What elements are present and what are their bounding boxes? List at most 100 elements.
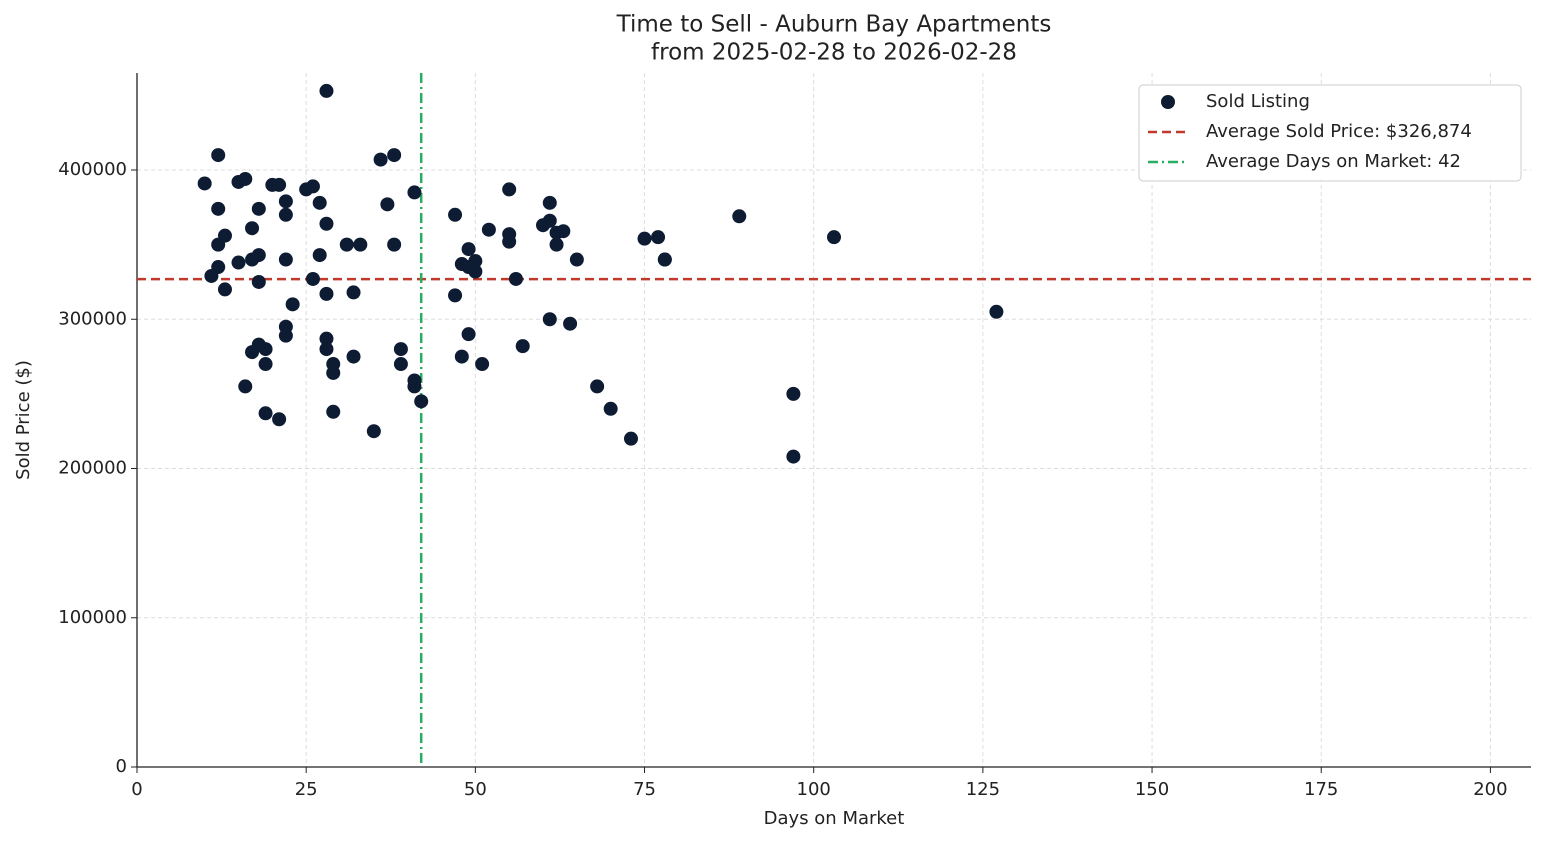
point — [251, 274, 266, 289]
point — [637, 231, 652, 246]
point — [251, 201, 266, 216]
point — [272, 177, 287, 192]
point — [556, 224, 571, 239]
point — [414, 394, 429, 409]
point — [373, 152, 388, 167]
point — [238, 171, 253, 186]
point — [217, 282, 232, 297]
legend-label: Average Days on Market: 42 — [1206, 151, 1461, 172]
point — [393, 342, 408, 357]
point — [448, 207, 463, 222]
point — [393, 357, 408, 372]
y-tick-label: 300000 — [58, 308, 127, 329]
x-tick-label: 125 — [966, 779, 1000, 800]
point — [211, 148, 226, 163]
point — [326, 357, 341, 372]
point — [786, 386, 801, 401]
x-tick-label: 0 — [131, 779, 142, 800]
x-tick-label: 200 — [1473, 779, 1507, 800]
point — [989, 304, 1004, 319]
point — [387, 148, 402, 163]
point — [590, 379, 605, 394]
point — [827, 230, 841, 245]
point — [461, 327, 476, 342]
point — [387, 237, 402, 252]
point — [326, 404, 341, 419]
point — [569, 252, 584, 267]
point — [238, 379, 253, 394]
point — [211, 260, 226, 275]
point — [468, 264, 483, 279]
point — [542, 312, 557, 327]
point — [278, 328, 293, 343]
point — [319, 331, 334, 346]
point — [407, 373, 422, 388]
point — [515, 339, 530, 354]
point — [508, 271, 523, 286]
point — [346, 285, 361, 300]
point — [502, 182, 517, 197]
point — [319, 286, 334, 301]
x-axis-label: Days on Market — [764, 808, 905, 829]
legend-label: Sold Listing — [1206, 91, 1310, 112]
point — [732, 209, 747, 224]
point — [197, 176, 212, 191]
point — [481, 222, 496, 237]
point — [258, 357, 273, 372]
x-tick-label: 25 — [295, 779, 318, 800]
point — [346, 349, 361, 364]
point — [475, 357, 490, 372]
point — [603, 401, 618, 416]
point — [657, 252, 672, 267]
point — [211, 201, 226, 216]
point — [461, 242, 476, 257]
point — [285, 297, 300, 312]
y-axis-label: Sold Price ($) — [13, 360, 34, 480]
point — [786, 449, 801, 464]
point — [549, 237, 564, 252]
point — [380, 197, 395, 212]
point — [319, 216, 334, 231]
chart-subtitle: from 2025-02-28 to 2026-02-28 — [651, 40, 1017, 66]
point — [278, 207, 293, 222]
x-tick-label: 175 — [1304, 779, 1338, 800]
point — [623, 431, 638, 446]
x-tick-label: 75 — [633, 779, 656, 800]
point — [366, 424, 381, 439]
point — [542, 213, 557, 228]
point — [339, 237, 354, 252]
point — [448, 288, 463, 303]
x-tick-label: 50 — [464, 779, 487, 800]
point — [312, 248, 327, 263]
point — [353, 237, 368, 252]
point — [502, 234, 517, 249]
point — [258, 406, 273, 421]
point — [278, 194, 293, 209]
point — [407, 185, 422, 200]
legend-marker — [1161, 95, 1175, 109]
point — [217, 228, 232, 243]
point — [245, 221, 260, 236]
point — [312, 195, 327, 210]
chart-title: Time to Sell - Auburn Bay Apartments — [616, 12, 1052, 38]
point — [454, 349, 469, 364]
point — [319, 83, 334, 98]
x-tick-label: 150 — [1135, 779, 1169, 800]
point — [305, 179, 320, 194]
legend-label: Average Sold Price: $326,874 — [1206, 121, 1472, 142]
point — [251, 337, 266, 352]
point — [651, 230, 666, 245]
y-tick-label: 100000 — [58, 607, 127, 628]
x-tick-label: 100 — [797, 779, 831, 800]
point — [305, 271, 320, 286]
point — [231, 255, 246, 270]
point — [272, 412, 287, 427]
y-tick-label: 400000 — [58, 159, 127, 180]
point — [245, 252, 260, 267]
point — [278, 252, 293, 267]
y-tick-label: 0 — [116, 756, 127, 777]
point — [563, 316, 578, 331]
point — [542, 195, 557, 210]
point — [319, 342, 334, 357]
legend-box — [1138, 84, 1522, 182]
